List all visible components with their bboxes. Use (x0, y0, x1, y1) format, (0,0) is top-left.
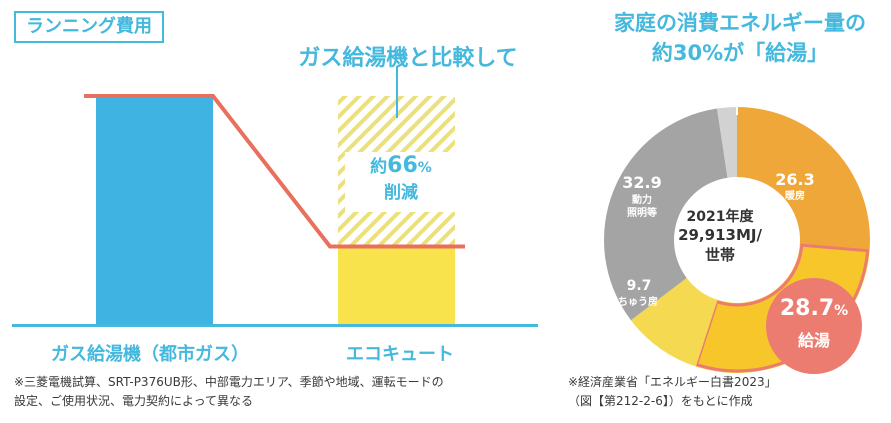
hot-water-pct-value: 28.7 (779, 296, 835, 321)
pie-center-text: 2021年度 29,913MJ/ 世帯 (660, 206, 780, 265)
pie-slice-3 (604, 108, 728, 321)
bar-label-gas: ガス給湯機（都市ガス） (51, 344, 249, 365)
pie-slice-4 (717, 107, 737, 178)
bar-label-ecocute: エコキュート (346, 344, 454, 365)
slice-pct-kitchen: 9.7 (626, 278, 652, 294)
pie-title: 家庭の消費エネルギー量の 約30%が「給湯」 (590, 8, 890, 68)
hot-water-label: 給湯 (797, 331, 830, 350)
bar-1 (338, 246, 455, 324)
pie-slice-0 (737, 107, 870, 251)
slice-name-heating: 暖房 (785, 191, 805, 202)
calc-note-line1: ※三菱電機試算、SRT-P376UB形、中部電力エリア、季節や地域、運転モードの (14, 375, 444, 389)
reduction-value: 66 (387, 153, 418, 178)
slice-name-power: 動力 照明等 (627, 195, 657, 219)
slice-pct-heating: 26.3 (775, 170, 815, 189)
comparison-subtitle: ガス給湯機と比較して (298, 46, 518, 71)
cost-trend-line (84, 94, 465, 249)
calc-note-line2: 設定、ご使用状況、電力契約によって異なる (14, 394, 254, 408)
pie-slice-2 (630, 277, 718, 367)
baseline-divider (12, 324, 538, 327)
pie-center-unit: 世帯 (704, 246, 735, 264)
slice-pct-power: 32.9 (622, 173, 662, 192)
reduction-text: 削減 (384, 183, 418, 203)
pie-center-hole (676, 179, 798, 301)
hot-water-pct-unit: % (834, 303, 849, 319)
slice-name-kitchen: ちゅう房 (618, 297, 658, 308)
hot-water-pct: 28.7% (766, 296, 862, 321)
reduction-unit: % (417, 160, 432, 176)
pie-title-line1: 家庭の消費エネルギー量の (614, 11, 866, 35)
pie-title-line2: 約30%が「給湯」 (651, 41, 829, 65)
bar-0 (96, 96, 213, 324)
reduction-label: 約66% 削減 (345, 152, 457, 212)
calc-note: ※三菱電機試算、SRT-P376UB形、中部電力エリア、季節や地域、運転モードの… (14, 373, 444, 411)
pie-center-year: 2021年度 (686, 209, 754, 225)
source-note: ※経済産業省「エネルギー白書2023」 （図【第212-2-6】）をもとに作成 (568, 373, 777, 411)
source-note-line2: （図【第212-2-6】）をもとに作成 (568, 394, 753, 408)
hot-water-callout: 28.7% 給湯 (766, 278, 862, 374)
source-note-line1: ※経済産業省「エネルギー白書2023」 (568, 375, 777, 389)
pie-center-value: 29,913MJ/ (678, 226, 762, 244)
reduction-prefix: 約 (370, 157, 388, 177)
running-cost-tag: ランニング費用 (14, 11, 164, 43)
